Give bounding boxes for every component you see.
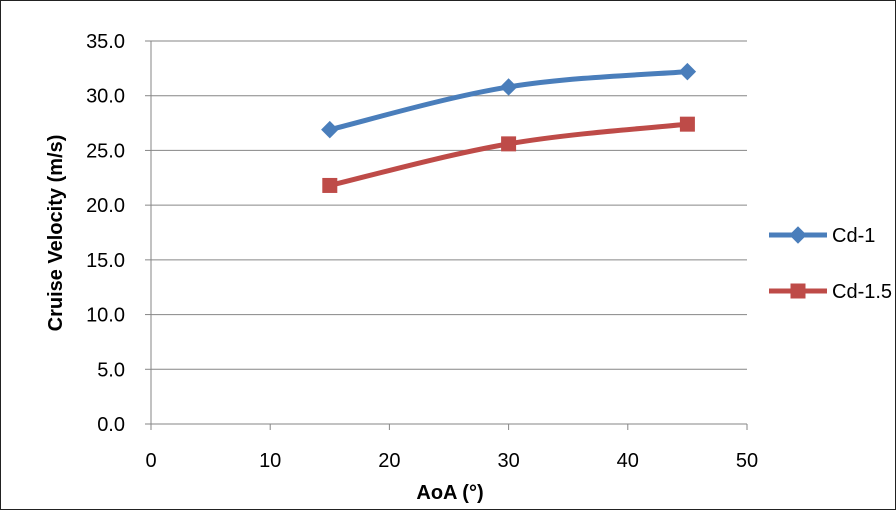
axes	[145, 40, 748, 430]
x-tick-label: 20	[378, 450, 400, 472]
x-tick-label: 40	[617, 450, 639, 472]
series-cd-1	[321, 62, 697, 139]
gridlines	[151, 40, 747, 370]
x-tick-label: 50	[736, 450, 758, 472]
y-axis-label: Cruise Velocity (m/s)	[45, 135, 67, 332]
data-point-cd-1	[499, 78, 518, 96]
x-tick-labels: 0 10 20 30 40 50	[145, 450, 758, 472]
x-tick-label: 0	[145, 450, 156, 472]
data-point-cd-1-5	[679, 116, 695, 132]
y-tick-label: 10.0	[86, 305, 125, 327]
legend-marker-cd-1-5	[790, 283, 806, 299]
y-tick-label: 20.0	[86, 195, 125, 217]
y-tick-label: 25.0	[86, 140, 125, 162]
x-tick-label: 10	[259, 450, 281, 472]
legend-label-cd-1: Cd-1	[832, 225, 875, 247]
y-tick-label: 35.0	[86, 31, 125, 53]
y-tick-label: 0.0	[97, 414, 125, 436]
legend-label-cd-1-5: Cd-1.5	[832, 281, 892, 303]
y-tick-label: 5.0	[97, 359, 125, 381]
series-group	[321, 62, 697, 193]
legend: Cd-1 Cd-1.5	[769, 225, 892, 303]
data-point-cd-1-5	[501, 136, 517, 152]
data-point-cd-1	[678, 62, 697, 81]
y-tick-labels: 0.0 5.0 10.0 15.0 20.0 25.0 30.0 35.0	[86, 31, 125, 436]
x-axis-label: AoA (°)	[416, 482, 483, 504]
legend-item-cd-1: Cd-1	[769, 225, 875, 247]
x-tick-label: 30	[497, 450, 519, 472]
series-cd-1-5	[322, 116, 695, 193]
legend-marker-cd-1	[789, 226, 807, 244]
y-tick-label: 30.0	[86, 86, 125, 108]
y-tick-label: 15.0	[86, 250, 125, 272]
series-line-cd-1-5	[327, 121, 690, 188]
data-point-cd-1-5	[322, 177, 338, 193]
legend-item-cd-1-5: Cd-1.5	[769, 281, 892, 303]
data-point-cd-1	[321, 120, 339, 139]
